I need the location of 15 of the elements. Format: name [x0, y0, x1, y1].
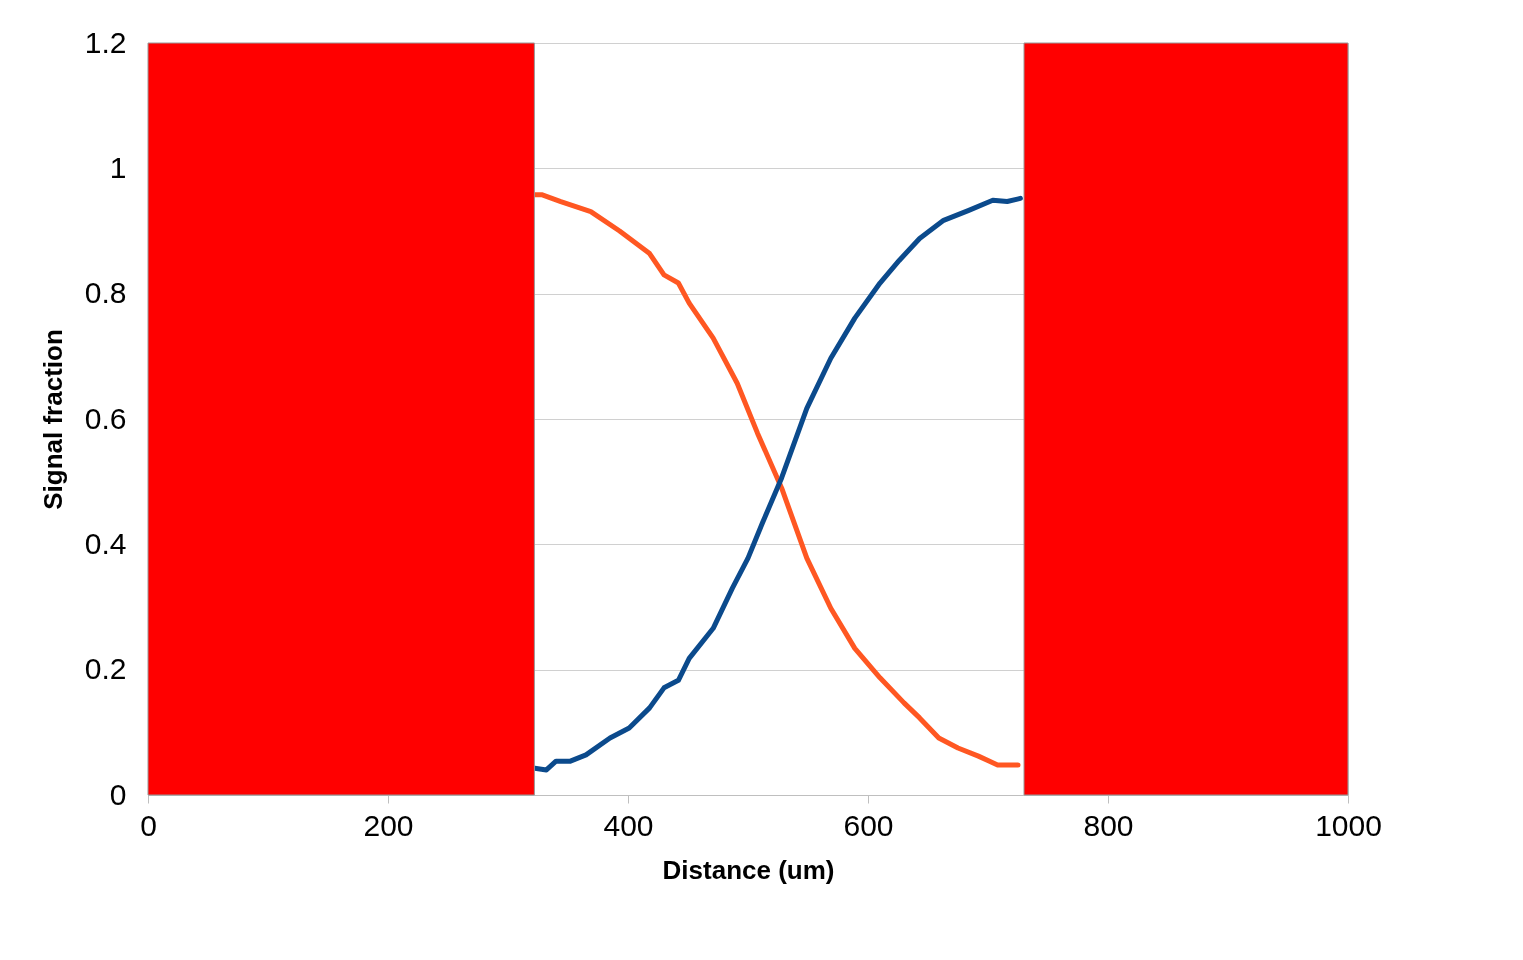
y-tick-label: 0.2 [84, 652, 127, 686]
x-tick-label: 400 [603, 808, 654, 842]
x-tick-label: 1000 [1315, 808, 1382, 842]
y-tick-label: 1.2 [84, 25, 127, 59]
y-tick-label: 1 [109, 150, 127, 184]
x-axis-title: Distance (um) [662, 854, 835, 885]
x-tick-label: 800 [1083, 808, 1134, 842]
x-tick-label: 200 [363, 808, 414, 842]
y-tick-label: 0.6 [84, 401, 127, 435]
x-tick-label: 0 [140, 808, 157, 842]
y-tick-label: 0.4 [84, 526, 127, 560]
x-tick-label: 600 [843, 808, 894, 842]
y-tick-label: 0.8 [84, 276, 127, 310]
y-tick-label: 0 [109, 777, 127, 811]
y-axis-title: Signal fraction [37, 329, 68, 510]
